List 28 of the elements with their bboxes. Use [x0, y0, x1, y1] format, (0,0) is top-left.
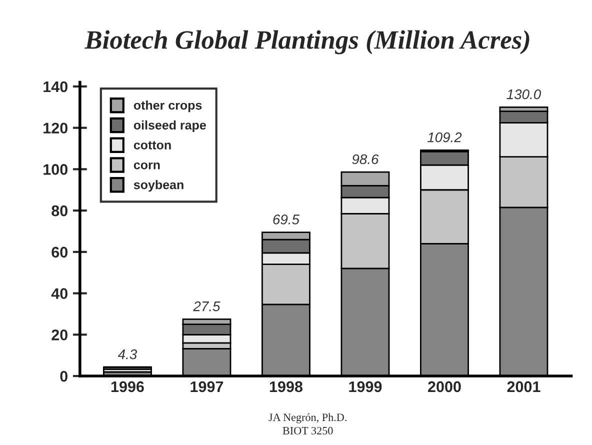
y-tick-label: 100 [44, 164, 68, 175]
total-label: 109.2 [427, 132, 462, 142]
total-label: 98.6 [352, 154, 379, 164]
y-tick-label: 120 [44, 122, 68, 134]
y-tick-label: 0 [60, 370, 68, 382]
legend-label: cotton [134, 141, 171, 150]
y-tick-label: 80 [52, 205, 68, 216]
y-tick-label: 40 [51, 288, 68, 299]
x-tick-label: 1999 [349, 381, 382, 392]
x-tick-label: 2001 [507, 381, 540, 392]
y-tick-label: 20 [52, 330, 68, 340]
y-tick-label: 140 [44, 81, 68, 92]
x-tick-label: 1996 [111, 381, 144, 392]
y-tick-label: 60 [52, 246, 68, 258]
x-tick-label: 1997 [190, 381, 224, 392]
legend-label: oilseed rape [134, 120, 206, 132]
x-tick-label: 2000 [428, 381, 461, 392]
text: BIOT 3250 [282, 426, 333, 434]
total-label: 4.3 [118, 349, 138, 360]
legend-label: soybean [134, 180, 184, 192]
total-label: 27.5 [193, 301, 220, 312]
legend-label: other crops [134, 100, 202, 112]
chart-title: Biotech Global Plantings (Million Acres) [84, 30, 530, 54]
legend-label: corn [134, 162, 160, 170]
text: JA Negrón, Ph.D. [268, 413, 346, 424]
total-label: 130.0 [506, 89, 541, 100]
x-tick-label: 1998 [270, 381, 302, 392]
total-label: 69.5 [273, 214, 300, 224]
